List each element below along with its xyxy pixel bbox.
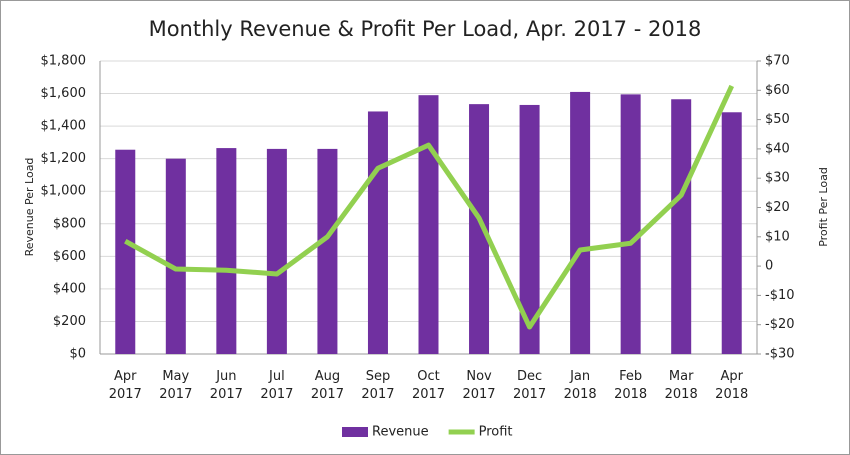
x-tick-label: Dec 2017	[513, 369, 547, 402]
x-tick-label: May 2017	[159, 369, 193, 402]
bar	[266, 148, 287, 354]
x-tick-label: Jun 2017	[209, 369, 243, 402]
bar	[721, 112, 742, 355]
y2-tick-label: $40	[765, 141, 790, 156]
bar	[620, 94, 641, 354]
y2-tick-label: $30	[765, 171, 790, 186]
x-tick-label: Oct 2017	[411, 369, 446, 402]
x-tick-label: Apr 2017	[108, 369, 142, 402]
legend-swatch	[342, 427, 368, 437]
y-tick-label: $600	[53, 249, 86, 264]
y-tick-label: $1,600	[41, 86, 87, 101]
bar	[469, 104, 490, 354]
x-tick-label: Jan 2018	[563, 369, 597, 402]
bar	[216, 148, 237, 354]
y2-tick-label: $10	[765, 229, 790, 244]
bar	[570, 91, 591, 354]
y-tick-label: $1,400	[41, 119, 87, 134]
bar	[165, 158, 186, 354]
y2-tick-label: $50	[765, 112, 790, 127]
x-tick-label: Jul 2017	[260, 369, 294, 402]
bar	[418, 95, 439, 354]
y-tick-label: $800	[53, 216, 86, 231]
legend-label: Profit	[479, 425, 513, 440]
y-tick-label: $0	[69, 347, 86, 362]
x-tick-label: Apr 2018	[715, 369, 749, 402]
y2-tick-label: -$20	[765, 317, 795, 332]
bar	[671, 99, 692, 354]
y-tick-label: $1,000	[41, 184, 87, 199]
y2-tick-label: -$30	[765, 347, 795, 362]
x-tick-label: Mar 2018	[664, 369, 698, 402]
y-tick-label: $1,800	[41, 54, 87, 69]
chart-title: Monthly Revenue & Profit Per Load, Apr. …	[149, 17, 702, 41]
x-tick-label: Nov 2017	[462, 369, 496, 402]
bar	[519, 104, 540, 354]
legend-label: Revenue	[372, 425, 429, 440]
bar	[115, 149, 136, 354]
y2-tick-label: -$10	[765, 288, 795, 303]
y2-tick-label: $60	[765, 83, 790, 98]
profit-line	[124, 84, 734, 330]
y-axis-label: Revenue Per Load	[23, 158, 36, 257]
y-tick-label: $400	[53, 281, 86, 296]
x-tick-label: Sep 2017	[361, 369, 395, 402]
y2-tick-label: $20	[765, 200, 790, 215]
bar	[317, 148, 338, 354]
y2-axis-label: Profit Per Load	[817, 167, 830, 247]
y-tick-label: $1,200	[41, 151, 87, 166]
y-tick-label: $200	[53, 314, 86, 329]
x-tick-label: Feb 2018	[614, 369, 648, 402]
x-tick-label: Aug 2017	[310, 369, 344, 402]
bar	[367, 111, 388, 354]
y2-tick-label: 0	[765, 259, 773, 274]
y2-tick-label: $70	[765, 54, 790, 69]
